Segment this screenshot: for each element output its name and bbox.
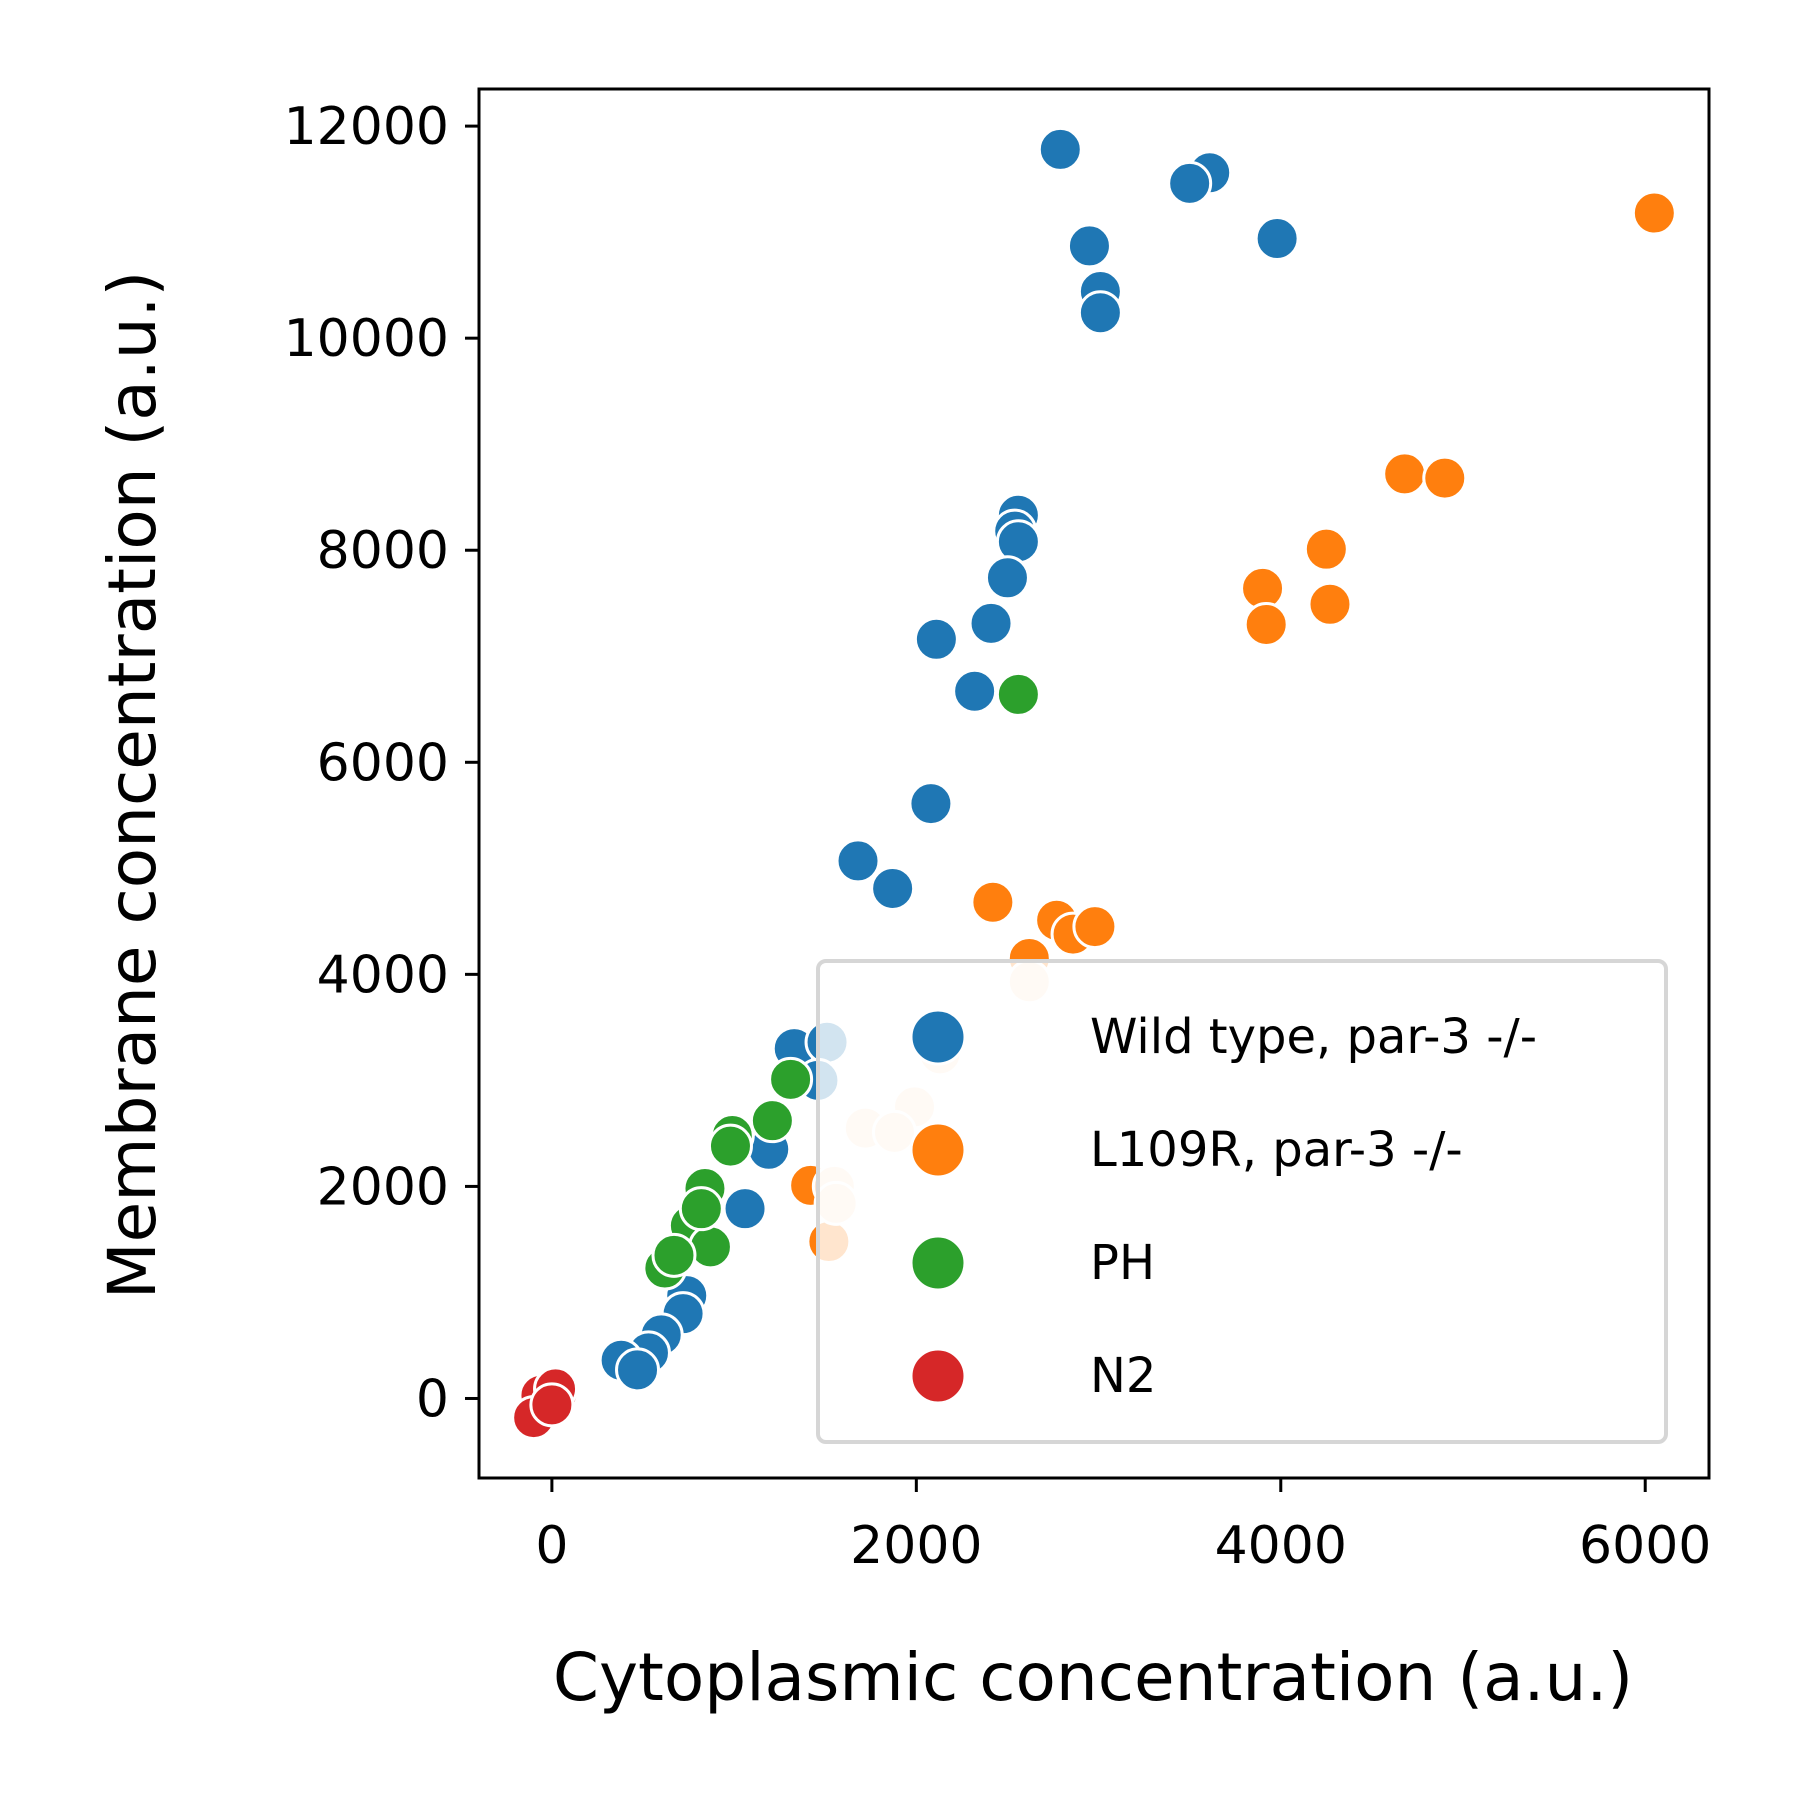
data-point (1037, 126, 1083, 172)
data-point (1422, 455, 1468, 501)
y-tick-label: 4000 (317, 945, 449, 1005)
data-point (529, 1382, 575, 1428)
legend-marker (909, 1008, 967, 1066)
data-point (870, 865, 916, 911)
data-point (1254, 216, 1300, 262)
y-tick-label: 10000 (284, 309, 449, 369)
data-point (1066, 223, 1112, 269)
data-point (768, 1056, 814, 1102)
y-tick-label: 12000 (284, 97, 449, 157)
data-point (1303, 526, 1349, 572)
y-tick-label: 2000 (317, 1157, 449, 1217)
legend: Wild type, par-3 -/- L109R, par-3 -/- PH N2 (816, 959, 1668, 1444)
data-point (651, 1232, 697, 1278)
legend-label: N2 (1090, 1348, 1156, 1404)
legend-label: Wild type, par-3 -/- (1090, 1009, 1537, 1065)
data-point (1243, 601, 1289, 647)
x-tick-label: 0 (535, 1516, 568, 1576)
x-tick-label: 2000 (850, 1516, 982, 1576)
data-point (722, 1186, 768, 1232)
y-tick-label: 6000 (317, 733, 449, 793)
data-point (1307, 581, 1353, 627)
data-point (913, 616, 959, 662)
legend-marker (909, 1234, 967, 1292)
data-point (968, 600, 1014, 646)
legend-box (816, 959, 1668, 1444)
data-point (984, 555, 1030, 601)
legend-marker (909, 1347, 967, 1405)
y-tick-label: 0 (416, 1369, 449, 1429)
data-point (1072, 904, 1118, 950)
data-point (1167, 160, 1213, 206)
axes-frame (477, 87, 1711, 1480)
data-point (908, 781, 954, 827)
x-tick-label: 4000 (1215, 1516, 1347, 1576)
data-point (687, 1224, 733, 1270)
legend-marker (909, 1121, 967, 1179)
data-point (1382, 451, 1428, 497)
data-point (835, 838, 881, 884)
data-point (615, 1347, 661, 1393)
tick-layer: 0 2000 4000 6000 0 2000 4000 6000 8000 10000 12000 (284, 97, 1712, 1576)
data-point (970, 879, 1016, 925)
x-axis-label: Cytoplasmic concentration (a.u.) (553, 1639, 1633, 1716)
data-point (1077, 290, 1123, 336)
y-tick-label: 8000 (317, 521, 449, 581)
data-point (707, 1123, 753, 1169)
legend-label: L109R, par-3 -/- (1090, 1122, 1463, 1178)
y-axis-label: Membrane concentration (a.u.) (94, 271, 171, 1300)
legend-label: PH (1090, 1235, 1155, 1291)
x-tick-label: 6000 (1579, 1516, 1711, 1576)
data-point (749, 1098, 795, 1144)
data-point (678, 1186, 724, 1232)
data-point (1631, 190, 1677, 236)
data-point (995, 671, 1041, 717)
data-point (952, 668, 998, 714)
